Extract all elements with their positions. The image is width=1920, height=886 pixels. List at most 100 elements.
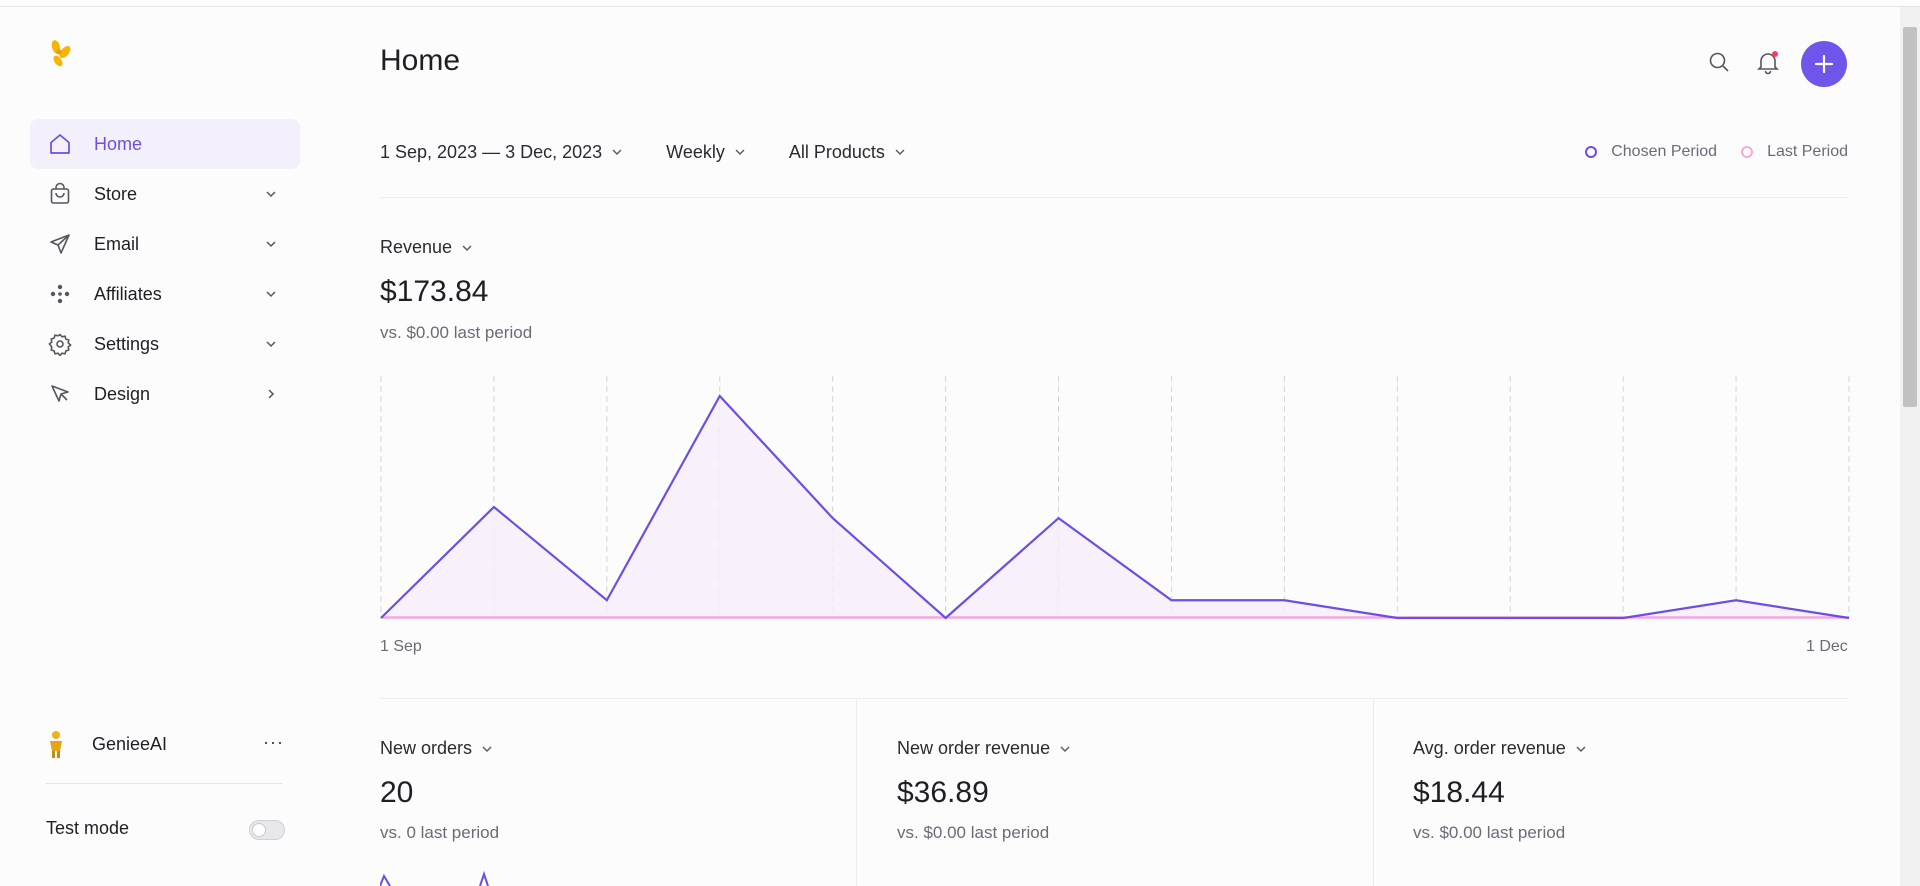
network-icon xyxy=(47,281,73,307)
logo-icon[interactable] xyxy=(46,37,76,77)
chevron-down-icon xyxy=(895,149,905,155)
x-axis-end-label: 1 Dec xyxy=(1806,638,1848,655)
toggle-knob xyxy=(252,823,266,837)
gear-icon xyxy=(47,331,73,357)
chosen-period-point[interactable] xyxy=(1730,594,1742,606)
date-range-value: 1 Sep, 2023 — 3 Dec, 2023 xyxy=(380,141,603,162)
chosen-period-point[interactable] xyxy=(1165,594,1177,606)
card-value: $36.89 xyxy=(897,776,989,809)
chosen-period-point[interactable] xyxy=(1504,612,1516,624)
sidebar-item-design[interactable]: Design xyxy=(30,369,300,419)
card-divider xyxy=(1373,699,1374,886)
sidebar-item-label: Settings xyxy=(94,333,160,354)
divider xyxy=(380,197,1848,198)
sidebar-item-label: Design xyxy=(94,383,151,404)
account-switcher[interactable]: GenieeAI ··· xyxy=(46,724,286,764)
chosen-period-point[interactable] xyxy=(601,594,613,606)
scrollbar-thumb[interactable] xyxy=(1903,27,1917,407)
chevron-down-icon xyxy=(266,191,276,198)
interval-value: Weekly xyxy=(666,141,725,162)
chosen-period-point[interactable] xyxy=(1843,612,1850,624)
sidebar-item-home[interactable]: Home xyxy=(30,119,300,169)
chosen-period-point[interactable] xyxy=(940,612,952,624)
send-icon xyxy=(47,231,73,257)
chevron-down-icon xyxy=(1576,746,1586,752)
avatar xyxy=(50,731,62,758)
divider xyxy=(380,698,1848,699)
chevron-down-icon xyxy=(612,149,622,155)
sidebar-item-label: Email xyxy=(94,233,140,254)
chosen-period-point[interactable] xyxy=(714,390,726,402)
card-comparison: vs. 0 last period xyxy=(380,823,500,842)
top-border xyxy=(0,6,1920,7)
chosen-period-point[interactable] xyxy=(488,501,500,513)
sidebar-item-label: Home xyxy=(94,133,143,154)
new-orders-sparkline xyxy=(380,870,489,886)
search-icon xyxy=(1709,52,1729,72)
new-order-revenue-dropdown[interactable]: New order revenue xyxy=(897,738,1072,759)
legend-label: Chosen Period xyxy=(1611,143,1718,160)
bag-icon xyxy=(47,181,73,207)
chevron-down-icon xyxy=(266,341,276,348)
products-value: All Products xyxy=(788,141,885,162)
sidebar-item-affiliates[interactable]: Affiliates xyxy=(30,269,300,319)
card-value: 20 xyxy=(380,776,414,809)
sidebar-divider xyxy=(46,783,282,784)
chart-legend: Chosen Period Last Period xyxy=(1561,143,1848,161)
more-icon[interactable]: ··· xyxy=(263,732,284,752)
card-title: Avg. order revenue xyxy=(1413,738,1566,758)
card-comparison: vs. $0.00 last period xyxy=(1413,823,1566,842)
scrollbar[interactable] xyxy=(1900,7,1920,886)
chevron-down-icon xyxy=(462,245,472,251)
legend-circle-icon xyxy=(1585,146,1598,158)
card-value: $18.44 xyxy=(1413,776,1505,809)
search-button[interactable] xyxy=(1704,47,1734,77)
chosen-period-point[interactable] xyxy=(1053,512,1065,524)
account-name: GenieeAI xyxy=(92,733,168,754)
chosen-period-point[interactable] xyxy=(827,512,839,524)
revenue-value: $173.84 xyxy=(380,275,489,308)
chevron-down-icon xyxy=(266,291,276,298)
add-button[interactable] xyxy=(1801,41,1847,87)
sidebar-item-store[interactable]: Store xyxy=(30,169,300,219)
test-mode-label: Test mode xyxy=(46,818,130,838)
revenue-comparison: vs. $0.00 last period xyxy=(380,323,533,342)
home-icon xyxy=(47,131,73,157)
avg-order-revenue-dropdown[interactable]: Avg. order revenue xyxy=(1413,738,1588,759)
legend-last-period[interactable]: Last Period xyxy=(1741,143,1848,161)
cursor-icon xyxy=(47,381,73,407)
chevron-down-icon xyxy=(266,241,276,248)
notifications-button[interactable] xyxy=(1753,47,1783,77)
sidebar-nav: Home Store Email Affiliates xyxy=(30,119,300,419)
revenue-metric-dropdown[interactable]: Revenue xyxy=(380,237,474,258)
sidebar xyxy=(0,7,318,886)
chosen-period-point[interactable] xyxy=(1391,612,1403,624)
chevron-down-icon xyxy=(1060,746,1070,752)
test-mode-toggle[interactable] xyxy=(249,820,285,840)
sidebar-item-settings[interactable]: Settings xyxy=(30,319,300,369)
revenue-chart[interactable] xyxy=(380,376,1850,626)
page-title: Home xyxy=(380,44,461,77)
legend-chosen-period[interactable]: Chosen Period xyxy=(1585,143,1717,161)
chosen-period-point[interactable] xyxy=(1617,612,1629,624)
card-divider xyxy=(856,699,857,886)
sidebar-item-email[interactable]: Email xyxy=(30,219,300,269)
filter-bar: 1 Sep, 2023 — 3 Dec, 2023 Weekly All Pro… xyxy=(380,140,907,164)
chevron-right-icon xyxy=(268,389,275,399)
interval-dropdown[interactable]: Weekly xyxy=(666,142,747,163)
legend-label: Last Period xyxy=(1767,143,1848,160)
plus-icon xyxy=(1814,54,1834,74)
card-title: New order revenue xyxy=(897,738,1051,758)
card-title: New orders xyxy=(380,738,473,758)
sidebar-item-label: Affiliates xyxy=(94,283,162,304)
chosen-period-point[interactable] xyxy=(1278,594,1290,606)
chosen-period-area xyxy=(381,396,1849,618)
x-axis-start-label: 1 Sep xyxy=(380,638,422,655)
chevron-down-icon xyxy=(735,149,745,155)
new-orders-dropdown[interactable]: New orders xyxy=(380,738,494,759)
revenue-title: Revenue xyxy=(380,237,453,257)
chosen-period-line xyxy=(380,394,1850,620)
date-range-dropdown[interactable]: 1 Sep, 2023 — 3 Dec, 2023 xyxy=(380,142,624,163)
products-dropdown[interactable]: All Products xyxy=(789,142,907,163)
